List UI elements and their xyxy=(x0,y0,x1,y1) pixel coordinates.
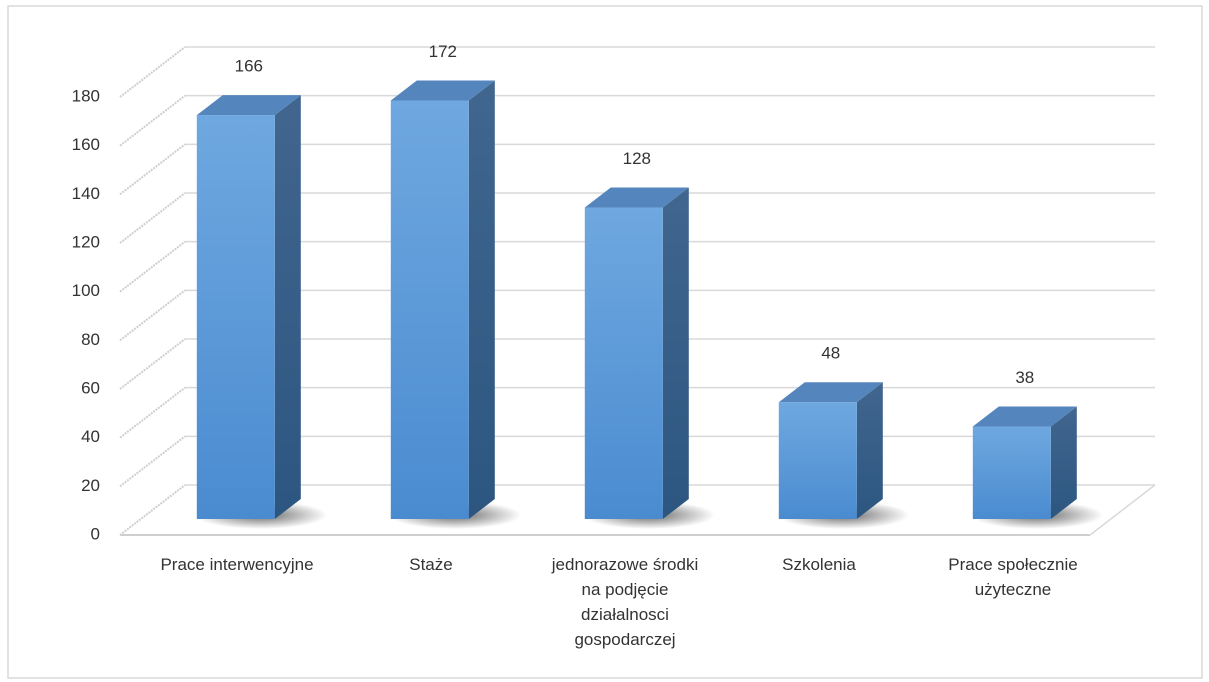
bar xyxy=(778,402,857,519)
y-tick-label: 80 xyxy=(81,330,100,349)
x-tick-label: Prace interwencyjne xyxy=(160,555,314,574)
floor-side xyxy=(1089,484,1156,536)
grid-line-side xyxy=(119,289,186,342)
bar-side xyxy=(1050,406,1077,519)
data-label: 172 xyxy=(429,42,457,61)
y-tick-label: 160 xyxy=(72,135,100,154)
bar xyxy=(196,115,275,520)
grid-line-side xyxy=(119,143,186,196)
bar-top xyxy=(972,406,1077,427)
grid-line-side xyxy=(119,484,186,536)
grid-line-side xyxy=(119,435,186,488)
y-tick-label: 40 xyxy=(81,427,100,446)
y-tick-label: 180 xyxy=(72,86,100,105)
data-label: 128 xyxy=(623,149,651,168)
data-label: 48 xyxy=(821,344,840,363)
bar-top xyxy=(778,382,883,403)
y-tick-label: 100 xyxy=(72,281,100,300)
bar-top xyxy=(390,80,495,101)
bar-side xyxy=(274,95,301,520)
y-tick-label: 140 xyxy=(72,184,100,203)
bar-top xyxy=(196,95,301,116)
grid-line-side xyxy=(119,386,186,439)
x-tick-label: jednorazowe środki na podjęcie działalno… xyxy=(551,555,699,649)
bar xyxy=(972,426,1051,519)
grid-line-side xyxy=(119,94,186,147)
grid-line-side xyxy=(119,46,186,98)
bar-side xyxy=(662,187,689,520)
bar-side xyxy=(468,80,495,519)
y-tick-label: 120 xyxy=(72,232,100,251)
grid-line-side xyxy=(119,192,186,244)
bar xyxy=(390,100,469,519)
data-label: 166 xyxy=(235,57,263,76)
bar-side xyxy=(856,382,883,519)
data-label: 38 xyxy=(1015,368,1034,387)
frame xyxy=(7,5,1203,679)
y-tick-label: 0 xyxy=(91,524,100,543)
x-tick-label: Prace społecznie użyteczne xyxy=(948,555,1078,599)
grid-line-side xyxy=(119,240,186,293)
bar-top xyxy=(584,187,689,208)
bar xyxy=(584,207,663,520)
x-tick-label: Staże xyxy=(409,555,453,574)
y-tick-label: 20 xyxy=(81,476,100,495)
grid-line-side xyxy=(119,338,186,390)
y-tick-label: 60 xyxy=(81,378,100,397)
x-tick-label: Szkolenia xyxy=(782,555,856,574)
